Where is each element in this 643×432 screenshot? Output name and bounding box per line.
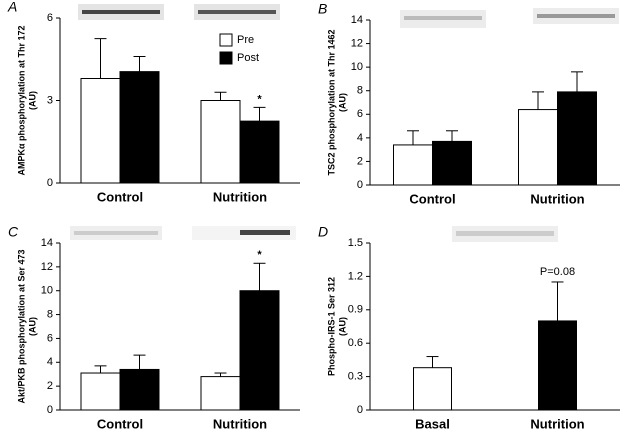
x-tick-label: Control [97,189,143,204]
legend-swatch [219,51,233,65]
x-tick-label: Nutrition [530,416,584,431]
y-tick-label: 4 [357,132,363,144]
bar [80,372,121,411]
y-axis-label: (AU) [27,317,37,336]
y-tick-label: 2 [357,155,363,167]
bar [538,320,577,411]
x-tick-label: Nutrition [213,189,267,204]
legend-label: Pre [237,34,254,46]
y-tick-label: 8 [357,85,363,97]
bar [80,78,121,184]
y-tick-label: 4 [47,356,53,368]
bar [119,368,160,411]
y-tick-label: 1.5 [348,237,363,249]
x-tick-label: Control [97,416,143,431]
y-tick-label: 6 [47,12,53,24]
y-tick-label: 0.3 [348,371,363,383]
bar [432,140,472,186]
y-tick-label: 0 [357,179,363,191]
x-tick-label: Nutrition [530,191,584,206]
blots [70,4,619,242]
bar [518,109,558,186]
y-tick-label: 8 [47,308,53,320]
bar [119,71,160,184]
y-axis-label: TSC2 phosphorylation at Thr 1462 [326,29,336,175]
y-tick-label: 6 [47,332,53,344]
panel-label: B [318,1,327,17]
x-tick-label: Nutrition [213,416,267,431]
y-tick-label: 10 [41,285,53,297]
y-axis-label: Phospho-IRS-1 Ser 312 [326,277,336,376]
y-tick-label: 0 [47,177,53,189]
bar [200,100,241,184]
bar [239,120,280,184]
y-axis-label: (AU) [27,91,37,110]
y-axis-label: (AU) [337,317,347,336]
y-axis-label: AMPKα phosphorylation at Thr 172 [16,25,26,175]
y-tick-label: 2 [47,380,53,392]
bar [393,144,433,186]
bar [239,290,280,411]
y-tick-label: 12 [351,37,363,49]
x-tick-label: Control [409,191,455,206]
panel-label: D [318,224,328,240]
y-tick-label: 14 [351,14,363,26]
y-tick-label: 0.6 [348,337,363,349]
y-tick-label: 3 [47,94,53,106]
y-tick-label: 0.9 [348,304,363,316]
y-axis-label: (AU) [337,93,347,112]
bar-annotation: * [257,93,262,105]
y-tick-label: 6 [357,108,363,120]
y-tick-label: 0 [357,404,363,416]
legend-swatch [219,33,233,47]
y-tick-label: 0 [47,404,53,416]
y-axis-label: Akt/PKB phosphorylation at Ser 473 [16,249,26,403]
panel-label: A [7,0,17,15]
y-tick-label: 10 [351,61,363,73]
bar [557,91,597,186]
bar [200,376,241,411]
y-tick-label: 1.2 [348,270,363,282]
legend-label: Post [237,52,259,64]
x-tick-label: Basal [415,416,450,431]
panel-label: C [8,224,19,240]
y-tick-label: 12 [41,261,53,273]
y-tick-label: 14 [41,237,53,249]
bar-annotation: * [257,249,262,261]
bar-annotation: P=0.08 [540,266,575,278]
bar [413,367,452,411]
